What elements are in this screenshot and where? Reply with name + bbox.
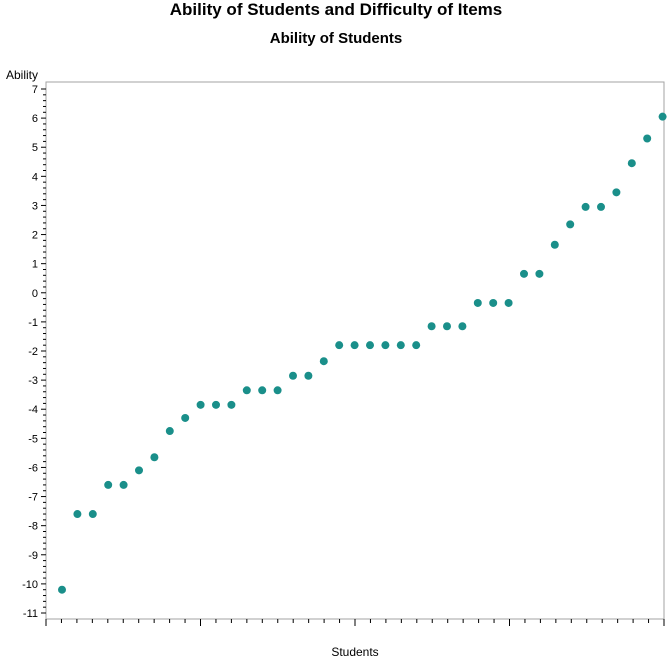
- data-point: [227, 400, 236, 409]
- data-points: [58, 112, 667, 594]
- data-point: [58, 585, 66, 594]
- y-tick-label: 7: [32, 84, 38, 96]
- y-tick-label: 3: [32, 200, 38, 212]
- data-point: [135, 466, 143, 475]
- data-point: [535, 269, 544, 278]
- data-point: [366, 341, 374, 350]
- data-point: [566, 220, 575, 229]
- data-point: [289, 371, 297, 380]
- data-point: [473, 298, 482, 307]
- data-point: [304, 371, 313, 380]
- y-tick-label: -1: [28, 317, 38, 329]
- data-point: [165, 427, 174, 436]
- data-point: [150, 453, 159, 462]
- y-tick-label: -6: [28, 462, 38, 474]
- y-tick-label: -2: [28, 346, 38, 358]
- data-point: [504, 298, 513, 307]
- y-tick-label: 6: [32, 113, 38, 125]
- data-point: [212, 400, 220, 409]
- x-axis-title: Students: [331, 645, 378, 659]
- data-point: [242, 386, 251, 395]
- data-point: [381, 341, 390, 350]
- data-point: [88, 510, 97, 519]
- y-tick-label: 1: [32, 259, 38, 271]
- data-point: [458, 322, 467, 331]
- data-point: [627, 159, 636, 168]
- data-point: [104, 480, 113, 489]
- data-point: [612, 188, 621, 197]
- chart-subtitle: Ability of Students: [269, 30, 403, 47]
- y-tick-label: 2: [32, 230, 38, 242]
- data-point: [643, 134, 652, 143]
- y-tick-label: -9: [28, 550, 38, 562]
- data-point: [258, 386, 267, 395]
- data-point: [350, 341, 359, 350]
- data-point: [581, 202, 590, 211]
- y-tick-label: 4: [32, 171, 38, 183]
- data-point: [181, 413, 190, 422]
- data-point: [658, 112, 667, 121]
- y-tick-label: -4: [28, 404, 38, 416]
- data-point: [273, 386, 282, 395]
- data-point: [427, 322, 436, 331]
- y-tick-label: 5: [32, 142, 38, 154]
- data-point: [520, 269, 528, 278]
- y-tick-label: 0: [32, 288, 38, 300]
- chart-title: Ability of Students and Difficulty of It…: [169, 0, 503, 19]
- plot-area-frame: [45, 81, 665, 620]
- data-point: [119, 480, 128, 489]
- data-point: [550, 240, 559, 249]
- y-tick-label: -10: [22, 579, 38, 591]
- y-tick-label: -3: [28, 375, 38, 387]
- y-tick-label: -11: [23, 608, 38, 620]
- y-tick-label: -8: [28, 521, 38, 533]
- data-point: [319, 357, 328, 366]
- data-point: [73, 510, 82, 519]
- data-point: [335, 341, 344, 350]
- x-axis: [45, 619, 665, 626]
- data-point: [196, 400, 205, 409]
- data-point: [489, 298, 498, 307]
- y-axis-title: Ability: [6, 68, 38, 82]
- y-tick-label: -5: [28, 433, 38, 445]
- data-point: [597, 202, 605, 211]
- data-point: [443, 322, 451, 331]
- data-point: [396, 341, 405, 350]
- y-tick-label: -7: [28, 492, 38, 504]
- data-point: [412, 341, 421, 350]
- y-axis: 7 6 5 4 3 2 1 0 -1 -2 -3 -4 -5 -6 -7 -8 -9 -10 -11: [22, 84, 46, 620]
